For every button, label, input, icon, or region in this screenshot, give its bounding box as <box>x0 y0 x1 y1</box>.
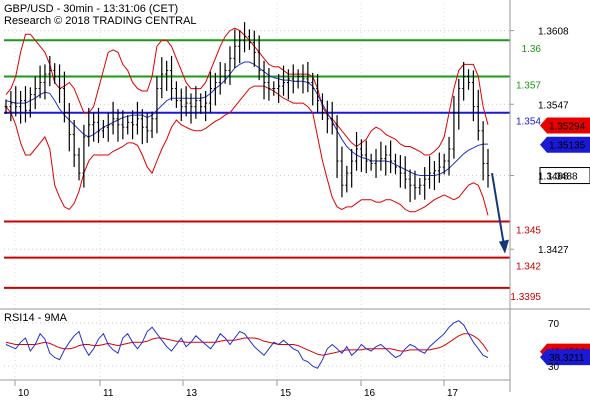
price-tag-box <box>539 167 590 185</box>
level-label: 1.342 <box>516 262 541 273</box>
price-panel: 1.36 1.357 1.354 1.345 1.342 1.3395 1.35294 1.3… <box>4 22 590 303</box>
price-tag-label: 1.35135 <box>549 141 586 152</box>
rsi-ma-series <box>5 333 489 356</box>
level-label: 1.345 <box>516 225 541 236</box>
forecast-arrow-head <box>499 239 509 254</box>
price-tag-upper-band: 1.35294 <box>540 117 590 134</box>
y-tick-label: 1.3547 <box>538 100 569 111</box>
level-label: 1.357 <box>516 80 541 91</box>
y-tick-label: 1.3427 <box>538 245 569 256</box>
price-tag-label: 1.3488 <box>547 172 578 183</box>
level-label: 1.354 <box>516 117 541 128</box>
price-tag-box <box>540 117 590 134</box>
rsi-tick-label: 30 <box>548 362 560 373</box>
rsi-tick-label: 70 <box>548 319 560 330</box>
x-tick-label: 13 <box>186 388 198 399</box>
rsi-tag-label: 38.3211 <box>549 353 585 364</box>
price-tag-moving-average: 1.35135 <box>540 136 590 153</box>
x-tick-label: 17 <box>447 388 459 399</box>
level-label: 1.3395 <box>510 292 541 303</box>
chart-header-line1: GBP/USD - 30min - 13:31:06 (CET) <box>4 3 178 15</box>
y-tick-label: 1.3608 <box>538 27 569 38</box>
moving-average-series <box>5 61 488 176</box>
y-tick-label: 1.3488 <box>538 172 569 183</box>
x-tick-label: 16 <box>364 388 376 399</box>
x-tick-label: 15 <box>280 388 292 399</box>
x-tick-label: 11 <box>103 388 114 399</box>
chart-header-line2: Research © 2018 TRADING CENTRAL <box>4 15 197 27</box>
price-tag-label: 1.35294 <box>549 122 586 133</box>
rsi-tag-rsi: 38.3211 <box>540 349 590 366</box>
x-tick-label: 10 <box>18 388 30 399</box>
upper-band-series <box>5 27 489 156</box>
forecast-arrow-shaft <box>491 172 505 246</box>
level-label: 1.36 <box>522 44 542 55</box>
rsi-panel: 43.458638.3211 <box>5 320 590 369</box>
price-tag-box <box>540 136 590 153</box>
rsi-title: RSI14 - 9MA <box>4 312 68 324</box>
rsi-series <box>5 320 489 369</box>
price-tag-last-price: 1.3488 <box>539 167 590 185</box>
lower-band-series <box>5 85 489 216</box>
rsi-tag-box <box>540 349 590 366</box>
grid-layer <box>4 4 510 380</box>
